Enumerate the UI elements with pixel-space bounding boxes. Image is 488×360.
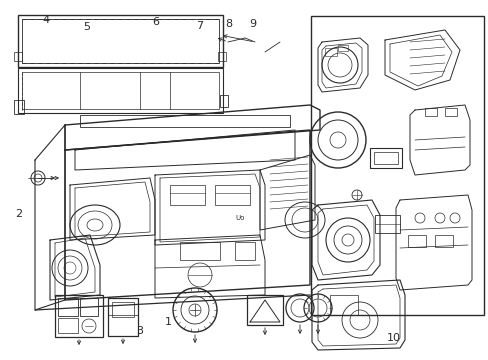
Bar: [220, 95, 227, 107]
Bar: [80, 298, 98, 316]
Bar: [18, 68, 223, 113]
Bar: [329, 295, 357, 315]
Bar: [325, 48, 336, 56]
Bar: [373, 152, 397, 164]
Text: 1: 1: [165, 317, 172, 327]
Bar: [80, 115, 289, 127]
Bar: [218, 52, 225, 61]
Text: 6: 6: [152, 17, 159, 27]
Text: 5: 5: [83, 22, 90, 32]
Text: 8: 8: [225, 19, 232, 30]
Bar: [407, 235, 425, 247]
Bar: [235, 242, 254, 260]
Bar: [337, 45, 347, 51]
Bar: [58, 318, 78, 333]
Bar: [246, 295, 283, 325]
Bar: [434, 235, 452, 247]
Text: 3: 3: [136, 326, 142, 336]
Bar: [112, 302, 134, 317]
Bar: [108, 298, 138, 336]
Bar: [170, 185, 204, 205]
Bar: [22, 19, 219, 63]
Bar: [58, 298, 78, 316]
Bar: [424, 108, 436, 116]
Bar: [14, 52, 22, 61]
Text: 10: 10: [386, 333, 400, 343]
Bar: [22, 72, 219, 109]
Bar: [369, 148, 401, 168]
Bar: [444, 108, 456, 116]
Bar: [14, 100, 24, 114]
Bar: [55, 295, 103, 337]
Text: 2: 2: [15, 209, 22, 219]
Text: Uo: Uo: [235, 215, 244, 221]
Text: 4: 4: [43, 15, 50, 25]
Bar: [180, 242, 220, 260]
Bar: [374, 215, 399, 233]
Bar: [18, 15, 223, 67]
Bar: [215, 185, 249, 205]
Text: 7: 7: [196, 21, 203, 31]
Text: 9: 9: [249, 19, 256, 30]
Bar: [310, 16, 483, 315]
